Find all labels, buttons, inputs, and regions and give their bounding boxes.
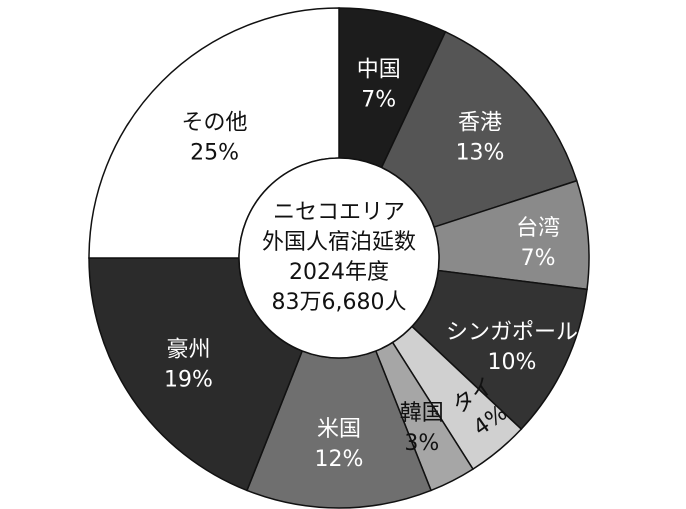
slice-percent-0: 7% — [361, 87, 396, 112]
slice-name-0: 中国 — [357, 57, 401, 82]
center-hole — [238, 157, 440, 359]
center-label-line-4: 83万6,680人 — [272, 290, 407, 315]
slice-label-3: シンガポール 10% — [446, 320, 578, 375]
slice-name-6: 米国 — [317, 417, 361, 442]
slice-name-8: その他 — [182, 111, 248, 136]
slice-percent-7: 19% — [164, 367, 213, 392]
slice-label-8: その他 25% — [182, 111, 248, 166]
slice-percent-6: 12% — [315, 447, 364, 472]
center-label-line-1: ニセコエリア — [273, 200, 405, 225]
slice-percent-2: 7% — [521, 246, 556, 271]
slice-label-7: 豪州 19% — [164, 337, 213, 392]
slice-name-1: 香港 — [458, 111, 502, 136]
center-label-line-3: 2024年度 — [289, 260, 389, 285]
slice-label-0: 中国 7% — [357, 57, 401, 112]
slice-percent-8: 25% — [190, 141, 239, 166]
slice-label-5: 韓国 3% — [400, 401, 444, 456]
slice-percent-3: 10% — [488, 350, 537, 375]
slices-group — [88, 7, 590, 509]
slice-label-1: 香港 13% — [456, 111, 505, 166]
slice-label-6: 米国 12% — [315, 417, 364, 472]
center-label-line-2: 外国人宿泊延数 — [262, 230, 416, 255]
slice-name-5: 韓国 — [400, 401, 444, 426]
slice-percent-5: 3% — [404, 431, 439, 456]
slice-name-3: シンガポール — [446, 320, 578, 345]
slice-name-2: 台湾 — [516, 216, 560, 241]
slice-label-2: 台湾 7% — [516, 216, 560, 271]
slice-percent-1: 13% — [456, 141, 505, 166]
slice-name-7: 豪州 — [166, 337, 210, 362]
slice-labels-group: 中国 7%香港 13%台湾 7%シンガポール 10%タイ4%韓国 3%米国 12%豪州 19%… — [164, 57, 578, 472]
